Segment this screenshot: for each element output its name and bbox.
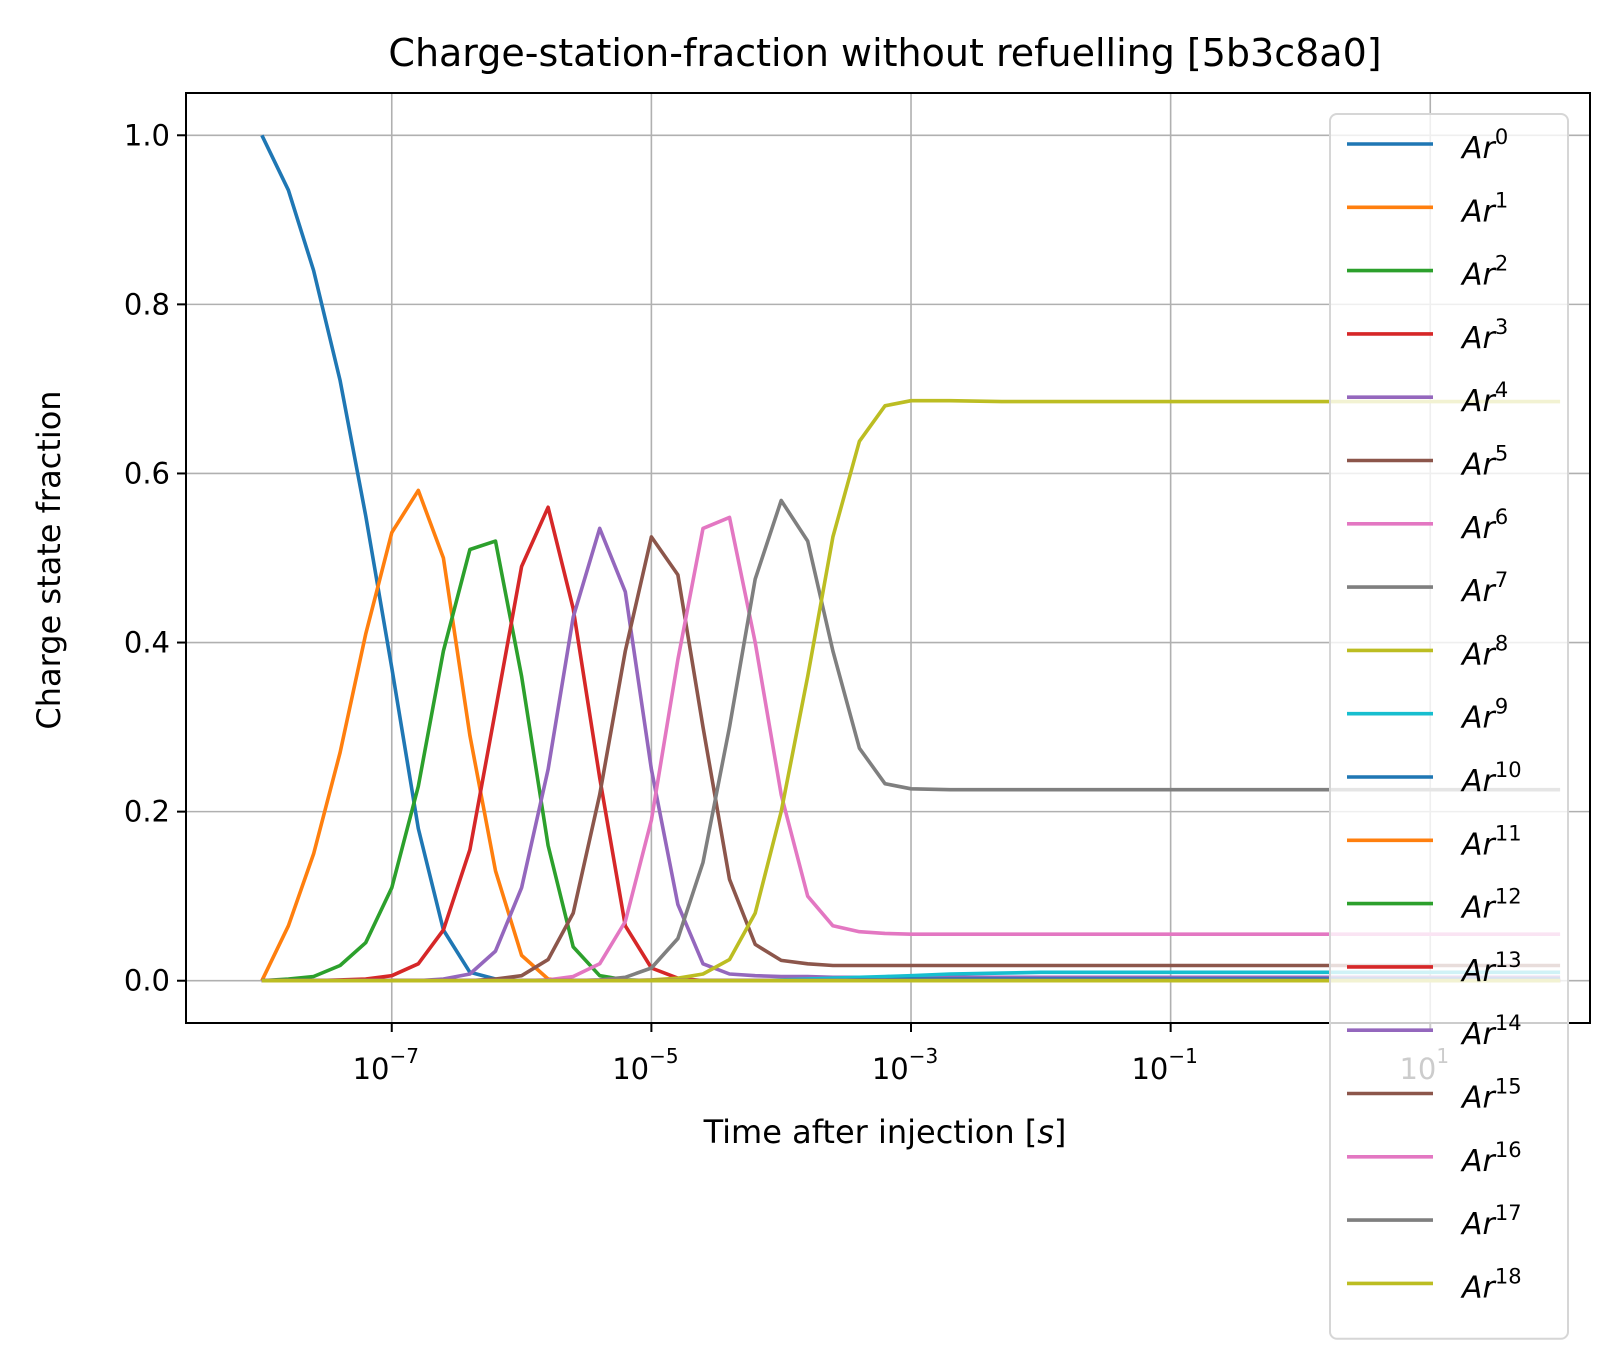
legend-entry-charge: 3 — [1495, 315, 1508, 339]
legend-entry-name: Ar — [1460, 954, 1497, 989]
legend-entry-charge: 13 — [1495, 948, 1522, 972]
legend-entry: Ar13 — [1460, 948, 1522, 989]
legend-entry-name: Ar — [1460, 574, 1497, 609]
legend-entry-name: Ar — [1460, 131, 1497, 166]
legend-entry: Ar2 — [1460, 252, 1508, 293]
x-axis-label-text: Time after injection [ — [703, 1113, 1038, 1151]
legend-entry-name: Ar — [1460, 321, 1497, 356]
legend-entry: Ar7 — [1460, 568, 1508, 609]
legend-entry-charge: 9 — [1495, 695, 1508, 719]
legend-entry-charge: 10 — [1495, 758, 1522, 782]
y-axis-label: Charge state fraction — [30, 390, 68, 729]
legend-entry-charge: 2 — [1495, 252, 1508, 276]
legend-entry-name: Ar — [1460, 1017, 1497, 1052]
y-tick-label: 0.0 — [124, 964, 170, 998]
y-tick-label: 0.6 — [124, 456, 170, 490]
legend-entry-name: Ar — [1460, 448, 1497, 483]
legend-entry: Ar8 — [1460, 631, 1508, 672]
legend-entry-name: Ar — [1460, 258, 1497, 293]
x-axis-label-unit: s — [1037, 1113, 1054, 1151]
legend-entry-name: Ar — [1460, 827, 1497, 862]
legend-entry: Ar10 — [1460, 758, 1522, 799]
legend-entry-charge: 0 — [1495, 125, 1508, 149]
legend-entry-charge: 7 — [1495, 568, 1508, 592]
legend-entry-name: Ar — [1460, 1081, 1497, 1116]
x-axis-label: Time after injection [s] — [703, 1113, 1067, 1151]
chart-title: Charge-station-fraction without refuelli… — [388, 31, 1381, 75]
legend-entry: Ar16 — [1460, 1138, 1522, 1179]
x-tick-exponent: −5 — [649, 1044, 678, 1068]
legend-entry-name: Ar — [1460, 511, 1497, 546]
legend-entry-charge: 17 — [1495, 1201, 1522, 1225]
legend-entry: Ar3 — [1460, 315, 1508, 356]
legend-entry: Ar0 — [1460, 125, 1508, 166]
legend-entry-name: Ar — [1460, 1144, 1497, 1179]
x-tick-base: 10 — [1131, 1052, 1168, 1086]
x-tick-label: 10−1 — [1131, 1044, 1197, 1086]
legend-entry-charge: 6 — [1495, 505, 1508, 529]
x-tick-label: 10−3 — [872, 1044, 938, 1086]
legend-entry-charge: 18 — [1495, 1264, 1522, 1288]
axis-ticks: 10−710−510−310−11010.00.20.40.60.81.0 — [124, 118, 1449, 1086]
legend-entry-name: Ar — [1460, 194, 1497, 229]
legend-entry-charge: 1 — [1495, 188, 1508, 212]
legend-entry: Ar14 — [1460, 1011, 1522, 1052]
legend-entry-charge: 5 — [1495, 442, 1508, 466]
legend-entry: Ar18 — [1460, 1264, 1522, 1305]
legend-entry: Ar11 — [1460, 821, 1522, 862]
x-tick-label: 10−7 — [353, 1044, 419, 1086]
x-axis-label-suffix: ] — [1054, 1113, 1066, 1151]
legend-entry: Ar1 — [1460, 188, 1508, 229]
legend: Ar0Ar1Ar2Ar3Ar4Ar5Ar6Ar7Ar8Ar9Ar10Ar11Ar… — [1329, 113, 1569, 1340]
legend-entry-charge: 14 — [1495, 1011, 1522, 1035]
x-tick-base: 10 — [353, 1052, 390, 1086]
legend-entry: Ar6 — [1460, 505, 1508, 546]
legend-entry: Ar4 — [1460, 378, 1508, 419]
y-tick-label: 0.2 — [124, 795, 170, 829]
x-tick-exponent: −1 — [1168, 1044, 1197, 1068]
x-tick-label: 10−5 — [612, 1044, 678, 1086]
y-tick-label: 1.0 — [124, 118, 170, 152]
legend-entry: Ar15 — [1460, 1075, 1522, 1116]
y-tick-label: 0.4 — [124, 626, 170, 660]
series-lines — [260, 134, 1561, 983]
legend-entry-charge: 8 — [1495, 631, 1508, 655]
legend-entry-charge: 12 — [1495, 885, 1522, 909]
legend-entry-name: Ar — [1460, 384, 1497, 419]
legend-entry-name: Ar — [1460, 764, 1497, 799]
legend-entry-charge: 11 — [1495, 821, 1522, 845]
plot-frame — [185, 92, 1591, 1024]
legend-entry-name: Ar — [1460, 637, 1497, 672]
legend-entry-charge: 4 — [1495, 378, 1508, 402]
x-tick-exponent: −7 — [389, 1044, 418, 1068]
legend-entry-charge: 16 — [1495, 1138, 1522, 1162]
legend-entry: Ar17 — [1460, 1201, 1522, 1242]
legend-box — [1329, 113, 1569, 1340]
legend-entry: Ar5 — [1460, 442, 1508, 483]
x-tick-base: 10 — [612, 1052, 649, 1086]
legend-entry-name: Ar — [1460, 701, 1497, 736]
legend-entry-name: Ar — [1460, 1270, 1497, 1305]
x-tick-base: 10 — [872, 1052, 909, 1086]
legend-entry: Ar9 — [1460, 695, 1508, 736]
legend-entry: Ar12 — [1460, 885, 1522, 926]
legend-entry-name: Ar — [1460, 1207, 1497, 1242]
legend-entry-charge: 15 — [1495, 1075, 1522, 1099]
y-tick-label: 0.8 — [124, 287, 170, 321]
legend-entry-name: Ar — [1460, 891, 1497, 926]
x-tick-exponent: −3 — [909, 1044, 938, 1068]
